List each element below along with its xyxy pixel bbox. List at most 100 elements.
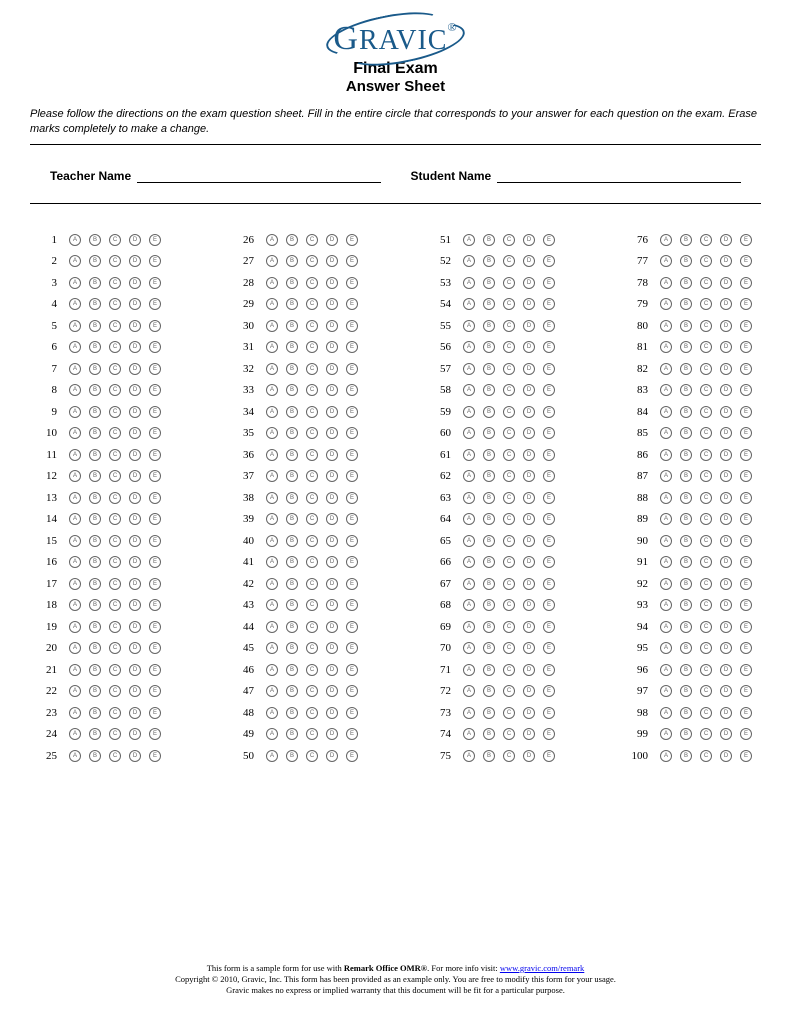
answer-bubble-c[interactable]: C bbox=[503, 664, 515, 676]
answer-bubble-d[interactable]: D bbox=[720, 320, 732, 332]
answer-bubble-c[interactable]: C bbox=[700, 578, 712, 590]
answer-bubble-d[interactable]: D bbox=[129, 556, 141, 568]
answer-bubble-d[interactable]: D bbox=[720, 599, 732, 611]
answer-bubble-d[interactable]: D bbox=[129, 513, 141, 525]
answer-bubble-a[interactable]: A bbox=[660, 728, 672, 740]
answer-bubble-a[interactable]: A bbox=[69, 470, 81, 482]
answer-bubble-c[interactable]: C bbox=[109, 578, 121, 590]
answer-bubble-b[interactable]: B bbox=[286, 535, 298, 547]
answer-bubble-c[interactable]: C bbox=[503, 470, 515, 482]
answer-bubble-a[interactable]: A bbox=[660, 556, 672, 568]
answer-bubble-d[interactable]: D bbox=[720, 384, 732, 396]
answer-bubble-a[interactable]: A bbox=[660, 664, 672, 676]
answer-bubble-c[interactable]: C bbox=[700, 277, 712, 289]
answer-bubble-b[interactable]: B bbox=[483, 707, 495, 719]
answer-bubble-d[interactable]: D bbox=[720, 707, 732, 719]
answer-bubble-c[interactable]: C bbox=[503, 298, 515, 310]
answer-bubble-e[interactable]: E bbox=[740, 685, 752, 697]
answer-bubble-b[interactable]: B bbox=[286, 664, 298, 676]
answer-bubble-d[interactable]: D bbox=[326, 685, 338, 697]
answer-bubble-e[interactable]: E bbox=[149, 234, 161, 246]
answer-bubble-c[interactable]: C bbox=[109, 363, 121, 375]
answer-bubble-d[interactable]: D bbox=[326, 363, 338, 375]
answer-bubble-b[interactable]: B bbox=[680, 234, 692, 246]
answer-bubble-d[interactable]: D bbox=[129, 449, 141, 461]
answer-bubble-e[interactable]: E bbox=[543, 750, 555, 762]
answer-bubble-c[interactable]: C bbox=[306, 578, 318, 590]
answer-bubble-b[interactable]: B bbox=[89, 556, 101, 568]
answer-bubble-d[interactable]: D bbox=[720, 513, 732, 525]
answer-bubble-c[interactable]: C bbox=[109, 255, 121, 267]
answer-bubble-b[interactable]: B bbox=[286, 728, 298, 740]
answer-bubble-a[interactable]: A bbox=[660, 427, 672, 439]
answer-bubble-d[interactable]: D bbox=[129, 363, 141, 375]
answer-bubble-c[interactable]: C bbox=[109, 685, 121, 697]
answer-bubble-d[interactable]: D bbox=[129, 578, 141, 590]
answer-bubble-a[interactable]: A bbox=[463, 556, 475, 568]
answer-bubble-d[interactable]: D bbox=[326, 664, 338, 676]
answer-bubble-a[interactable]: A bbox=[69, 320, 81, 332]
answer-bubble-c[interactable]: C bbox=[503, 685, 515, 697]
answer-bubble-e[interactable]: E bbox=[740, 707, 752, 719]
answer-bubble-e[interactable]: E bbox=[149, 427, 161, 439]
answer-bubble-c[interactable]: C bbox=[306, 750, 318, 762]
answer-bubble-a[interactable]: A bbox=[266, 556, 278, 568]
answer-bubble-a[interactable]: A bbox=[69, 406, 81, 418]
answer-bubble-d[interactable]: D bbox=[326, 642, 338, 654]
answer-bubble-b[interactable]: B bbox=[89, 406, 101, 418]
answer-bubble-a[interactable]: A bbox=[266, 578, 278, 590]
answer-bubble-b[interactable]: B bbox=[680, 599, 692, 611]
answer-bubble-d[interactable]: D bbox=[523, 449, 535, 461]
answer-bubble-b[interactable]: B bbox=[286, 750, 298, 762]
answer-bubble-e[interactable]: E bbox=[346, 277, 358, 289]
answer-bubble-c[interactable]: C bbox=[109, 535, 121, 547]
answer-bubble-e[interactable]: E bbox=[149, 728, 161, 740]
answer-bubble-c[interactable]: C bbox=[503, 513, 515, 525]
answer-bubble-c[interactable]: C bbox=[306, 470, 318, 482]
answer-bubble-e[interactable]: E bbox=[740, 341, 752, 353]
answer-bubble-a[interactable]: A bbox=[69, 449, 81, 461]
answer-bubble-c[interactable]: C bbox=[700, 406, 712, 418]
answer-bubble-e[interactable]: E bbox=[543, 578, 555, 590]
answer-bubble-a[interactable]: A bbox=[69, 513, 81, 525]
answer-bubble-a[interactable]: A bbox=[660, 277, 672, 289]
answer-bubble-b[interactable]: B bbox=[89, 341, 101, 353]
answer-bubble-b[interactable]: B bbox=[483, 621, 495, 633]
answer-bubble-d[interactable]: D bbox=[523, 492, 535, 504]
answer-bubble-e[interactable]: E bbox=[543, 492, 555, 504]
answer-bubble-b[interactable]: B bbox=[680, 449, 692, 461]
answer-bubble-b[interactable]: B bbox=[89, 492, 101, 504]
answer-bubble-e[interactable]: E bbox=[740, 320, 752, 332]
answer-bubble-e[interactable]: E bbox=[346, 234, 358, 246]
answer-bubble-a[interactable]: A bbox=[463, 255, 475, 267]
answer-bubble-c[interactable]: C bbox=[503, 255, 515, 267]
answer-bubble-e[interactable]: E bbox=[740, 578, 752, 590]
answer-bubble-e[interactable]: E bbox=[543, 513, 555, 525]
answer-bubble-b[interactable]: B bbox=[483, 470, 495, 482]
answer-bubble-c[interactable]: C bbox=[503, 492, 515, 504]
answer-bubble-b[interactable]: B bbox=[89, 449, 101, 461]
answer-bubble-e[interactable]: E bbox=[740, 427, 752, 439]
answer-bubble-c[interactable]: C bbox=[306, 384, 318, 396]
answer-bubble-b[interactable]: B bbox=[483, 685, 495, 697]
answer-bubble-c[interactable]: C bbox=[306, 664, 318, 676]
answer-bubble-c[interactable]: C bbox=[503, 427, 515, 439]
answer-bubble-b[interactable]: B bbox=[286, 707, 298, 719]
answer-bubble-a[interactable]: A bbox=[660, 492, 672, 504]
answer-bubble-e[interactable]: E bbox=[740, 298, 752, 310]
answer-bubble-d[interactable]: D bbox=[523, 320, 535, 332]
answer-bubble-e[interactable]: E bbox=[543, 384, 555, 396]
answer-bubble-a[interactable]: A bbox=[660, 621, 672, 633]
answer-bubble-d[interactable]: D bbox=[720, 664, 732, 676]
answer-bubble-d[interactable]: D bbox=[523, 513, 535, 525]
answer-bubble-a[interactable]: A bbox=[69, 664, 81, 676]
answer-bubble-c[interactable]: C bbox=[700, 642, 712, 654]
answer-bubble-d[interactable]: D bbox=[326, 513, 338, 525]
answer-bubble-e[interactable]: E bbox=[543, 707, 555, 719]
answer-bubble-e[interactable]: E bbox=[346, 599, 358, 611]
answer-bubble-c[interactable]: C bbox=[700, 234, 712, 246]
answer-bubble-a[interactable]: A bbox=[69, 535, 81, 547]
answer-bubble-b[interactable]: B bbox=[89, 685, 101, 697]
answer-bubble-c[interactable]: C bbox=[306, 298, 318, 310]
answer-bubble-e[interactable]: E bbox=[740, 492, 752, 504]
